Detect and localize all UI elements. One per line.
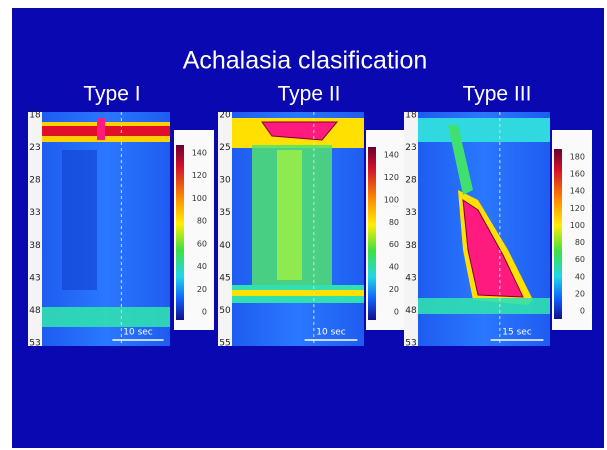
sensor-tick-label: 43 bbox=[405, 273, 416, 283]
body-shade bbox=[62, 150, 97, 290]
sensor-tick-label: 33 bbox=[29, 208, 40, 218]
colorbar-tick-label: 100 bbox=[192, 194, 207, 203]
sensor-tick-label: 53 bbox=[29, 339, 40, 349]
sensor-tick-label: 33 bbox=[405, 208, 416, 218]
sensor-tick-label: 53 bbox=[405, 339, 416, 349]
sensor-tick-label: 18 bbox=[29, 111, 41, 121]
sensor-tick-label: 23 bbox=[405, 143, 416, 153]
colorbar bbox=[554, 149, 562, 319]
les-band bbox=[418, 118, 550, 142]
sensor-tick-label: 40 bbox=[219, 241, 231, 251]
sensor-tick-label: 48 bbox=[29, 306, 41, 316]
colorbar-tick-label: 40 bbox=[389, 263, 399, 272]
sensor-tick-label: 30 bbox=[219, 176, 231, 186]
colorbar-tick-label: 120 bbox=[192, 171, 207, 180]
sensor-tick-label: 18 bbox=[405, 111, 417, 121]
slide-title: Achalasia clasification bbox=[183, 47, 428, 75]
colorbar-tick-label: 100 bbox=[570, 221, 585, 230]
colorbar-tick-label: 140 bbox=[570, 187, 585, 196]
sensor-tick-label: 55 bbox=[219, 339, 230, 349]
sensor-tick-label: 28 bbox=[405, 176, 417, 186]
colorbar-tick-label: 0 bbox=[202, 308, 207, 317]
colorbar-tick-label: 0 bbox=[580, 307, 585, 316]
colorbar-tick-label: 140 bbox=[384, 151, 399, 160]
colorbar-tick-label: 20 bbox=[389, 285, 399, 294]
colorbar-tick-label: 80 bbox=[389, 218, 399, 227]
colorbar-tick-label: 120 bbox=[384, 173, 399, 182]
colorbar-tick-label: 0 bbox=[394, 308, 399, 317]
panel-label: Type II bbox=[277, 83, 340, 106]
les-core bbox=[42, 126, 170, 136]
colorbar-tick-label: 40 bbox=[575, 272, 585, 281]
sensor-tick-label: 23 bbox=[29, 143, 40, 153]
colorbar bbox=[176, 145, 184, 320]
colorbar-tick-label: 80 bbox=[197, 217, 207, 226]
ues-band bbox=[418, 298, 550, 314]
sensor-tick-label: 35 bbox=[219, 208, 230, 218]
time-scale-label: 10 sec bbox=[123, 328, 153, 338]
sensor-tick-label: 48 bbox=[405, 306, 417, 316]
les-core bbox=[97, 118, 105, 140]
colorbar-tick-label: 60 bbox=[575, 255, 585, 264]
sensor-tick-label: 20 bbox=[219, 111, 231, 121]
colorbar-tick-label: 160 bbox=[570, 170, 585, 179]
colorbar-tick-label: 80 bbox=[575, 238, 585, 247]
colorbar-tick-label: 140 bbox=[192, 149, 207, 158]
colorbar bbox=[368, 147, 376, 320]
sensor-tick-label: 25 bbox=[219, 143, 230, 153]
pressurization-core bbox=[277, 150, 302, 280]
sensor-tick-label: 50 bbox=[219, 306, 231, 316]
slide: Achalasia clasification Type I 18 23 28 33 38… bbox=[0, 0, 607, 450]
colorbar-tick-label: 40 bbox=[197, 262, 207, 271]
sensor-tick-label: 43 bbox=[29, 273, 40, 283]
colorbar-tick-label: 60 bbox=[389, 240, 399, 249]
panel-label: Type I bbox=[83, 83, 140, 106]
sensor-tick-label: 38 bbox=[29, 241, 41, 251]
time-scale-label: 10 sec bbox=[316, 328, 346, 338]
time-scale-label: 15 sec bbox=[502, 328, 532, 338]
colorbar-tick-label: 120 bbox=[570, 204, 585, 213]
sensor-tick-label: 38 bbox=[405, 241, 417, 251]
colorbar-tick-label: 100 bbox=[384, 195, 399, 204]
ues-band bbox=[42, 307, 170, 327]
sensor-tick-label: 45 bbox=[219, 273, 230, 283]
colorbar-tick-label: 20 bbox=[575, 289, 585, 298]
colorbar-tick-label: 60 bbox=[197, 239, 207, 248]
colorbar-tick-label: 20 bbox=[197, 285, 207, 294]
colorbar-tick-label: 180 bbox=[570, 153, 585, 162]
panels: Type I 18 23 28 33 38 43 48 53 140 120 100 80 60 40 20 0… bbox=[28, 83, 592, 349]
ues-core bbox=[232, 290, 364, 296]
sensor-tick-label: 28 bbox=[29, 176, 41, 186]
panel-label: Type III bbox=[463, 83, 532, 106]
